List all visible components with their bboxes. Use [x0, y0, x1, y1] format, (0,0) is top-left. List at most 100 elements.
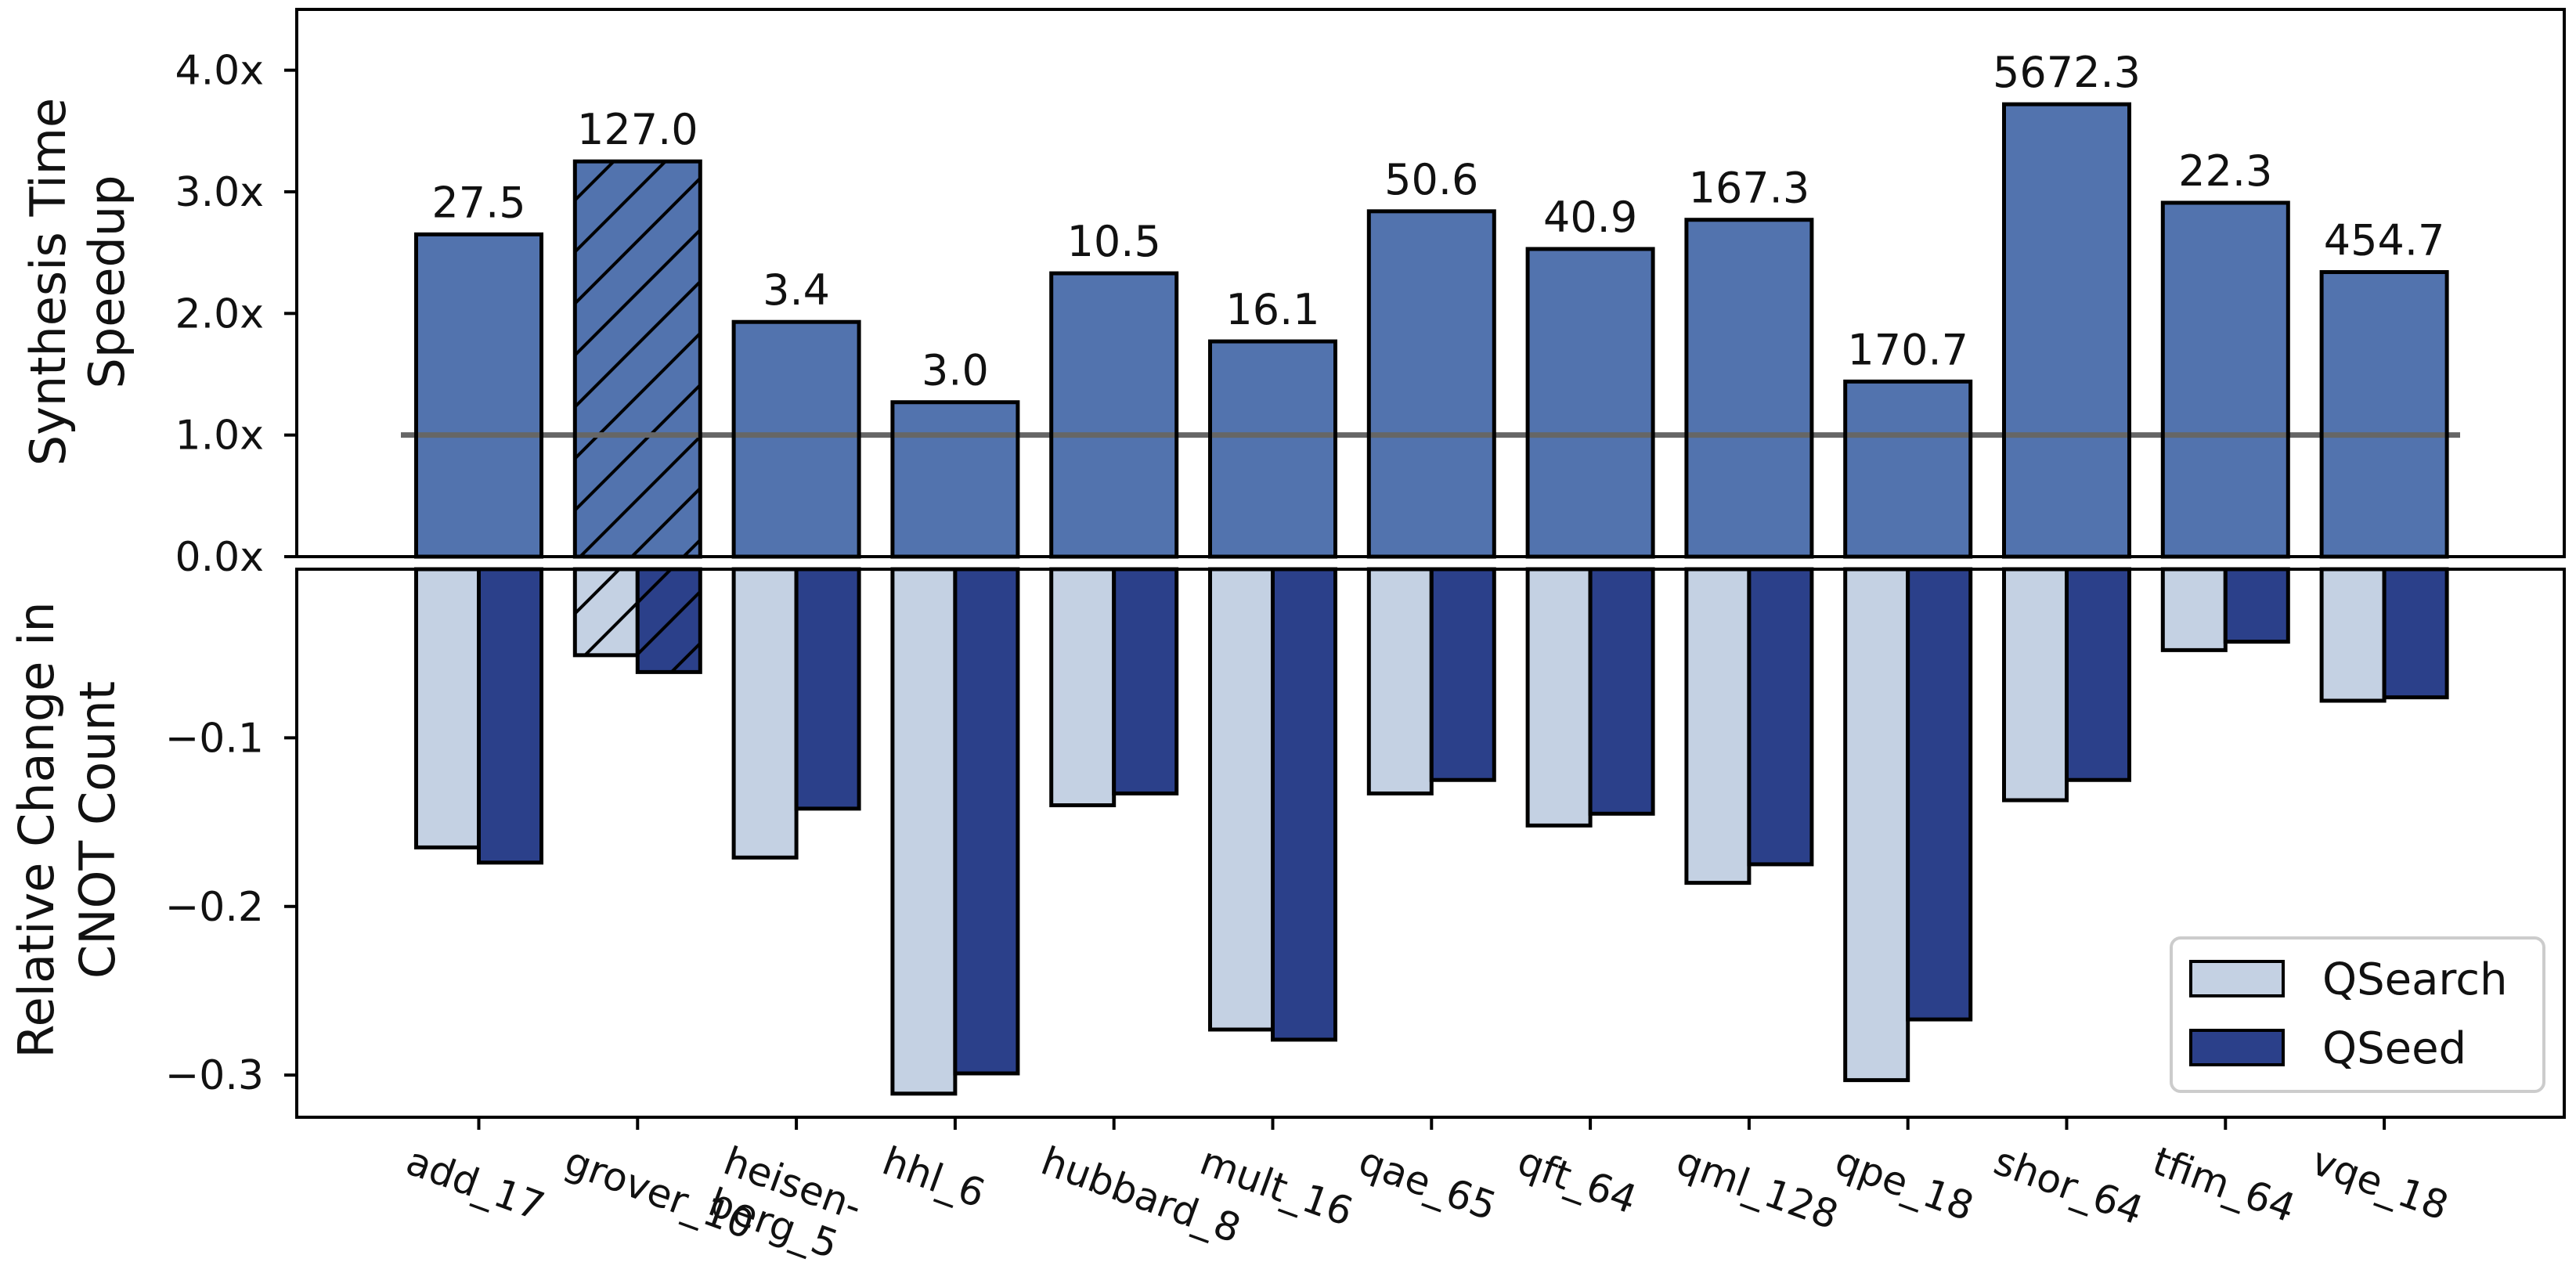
cnot-bar-outline [2382, 567, 2449, 700]
cnot-bar-outline [1429, 567, 1496, 782]
cnot-bar-hatch [575, 569, 638, 655]
speedup-bar-outline [2319, 270, 2449, 559]
cnot-bar-qsearch-hubbard_8 [1051, 569, 1114, 806]
top-ytick-label: 0.0x [175, 534, 264, 581]
speedup-bar-outline [890, 400, 1020, 559]
x-category-label: qml_128 [1671, 1138, 1845, 1239]
speedup-bar-add_17 [416, 234, 542, 557]
cnot-bar-qseed-mult_16 [1272, 569, 1336, 1040]
speedup-bar-hubbard_8 [1051, 273, 1177, 557]
speedup-data-label: 454.7 [2324, 216, 2445, 265]
legend: QSearch QSeed [2170, 936, 2545, 1093]
top-panel: 0.0x 1.0x 2.0x 3.0x 4.0x 27.5 127.0 3.4 3.0 10.5… [20, 8, 2566, 581]
cnot-bar-qsearch-vqe_18 [2322, 569, 2385, 701]
speedup-bar-outline [1684, 218, 1814, 559]
speedup-data-label: 167.3 [1689, 164, 1810, 213]
bottom-ytick-label: −0.1 [165, 715, 264, 762]
x-category-label: qft_64 [1512, 1138, 1643, 1223]
cnot-bar-outline [635, 567, 702, 674]
bottom-ylabel-line2: CNOT Count [69, 681, 126, 979]
cnot-bar-qseed-qml_128 [1748, 569, 1812, 864]
speedup-bar-qpe_18 [1845, 381, 1971, 557]
cnot-bar-qsearch-qae_65 [1369, 569, 1432, 794]
x-category-label-line: vqe_18 [2306, 1138, 2455, 1229]
cnot-bar-qsearch-heisen-berg_5 [734, 569, 797, 858]
cnot-bar-outline [794, 567, 861, 811]
speedup-bar-hhl_6 [892, 402, 1018, 557]
legend-label-qseed: QSeed [2322, 1023, 2466, 1074]
speedup-data-label: 3.4 [763, 265, 830, 315]
cnot-bar-qseed-vqe_18 [2384, 569, 2448, 698]
speedup-bar-heisen-berg_5 [734, 322, 860, 557]
speedup-bar-hatch [575, 161, 701, 557]
speedup-bar-shor_64 [2004, 104, 2130, 557]
speedup-bar-outline [1366, 209, 1496, 559]
x-category-label: hhl_6 [877, 1138, 991, 1217]
speedup-bar-outline [2002, 102, 2131, 559]
speedup-bar-qft_64 [1528, 249, 1654, 557]
cnot-bar-qsearch-qft_64 [1528, 569, 1591, 826]
speedup-data-label: 5672.3 [1993, 48, 2141, 97]
cnot-bar-outline [1112, 567, 1179, 795]
cnot-bar-qseed-hubbard_8 [1113, 569, 1177, 794]
bottom-panel: −0.1−0.2−0.3 add_17 grover_10heisen-berg_… [8, 567, 2566, 1268]
cnot-bar-qseed-qft_64 [1590, 569, 1654, 814]
x-category-label-line: qae_65 [1353, 1138, 1503, 1230]
x-category-label-line: shor_64 [1988, 1138, 2148, 1234]
speedup-bar-outline [1208, 339, 1337, 559]
cnot-bar-qseed-heisen-berg_5 [796, 569, 860, 809]
legend-swatch-qseed [2189, 1029, 2285, 1066]
bottom-ytick-label: −0.3 [165, 1052, 264, 1099]
speedup-data-label: 27.5 [431, 178, 525, 227]
cnot-bar-qseed-qae_65 [1431, 569, 1495, 781]
speedup-bar-outline [1843, 379, 1973, 559]
speedup-bar-qml_128 [1686, 219, 1812, 557]
cnot-bar-outline [2223, 567, 2290, 644]
cnot-bar-hatch [637, 569, 701, 673]
cnot-bar-qsearch-shor_64 [2004, 569, 2067, 801]
cnot-bar-outline [1906, 567, 1973, 1022]
top-ytick-label: 3.0x [175, 169, 264, 216]
x-category-label-line: add_17 [400, 1138, 550, 1230]
cnot-bar-outline [953, 567, 1020, 1076]
cnot-bar-qseed-qpe_18 [1907, 569, 1971, 1020]
speedup-data-label: 50.6 [1384, 155, 1478, 204]
cnot-bar-qseed-hhl_6 [954, 569, 1018, 1073]
x-category-label-line: qft_64 [1512, 1138, 1643, 1223]
cnot-bar-qsearch-mult_16 [1210, 569, 1273, 1030]
top-ytick-label: 2.0x [175, 290, 264, 337]
cnot-bar-outline [477, 567, 543, 865]
cnot-bar-qsearch-hhl_6 [892, 569, 955, 1094]
x-category-label: tfim_64 [2147, 1138, 2301, 1232]
top-ylabel-line1: Synthesis Time [20, 98, 77, 466]
speedup-data-label: 3.0 [922, 346, 989, 395]
speedup-data-label: 170.7 [1847, 325, 1968, 374]
speedup-data-label: 22.3 [2178, 146, 2272, 196]
cnot-bar-qseed-tfim_64 [2225, 569, 2289, 642]
cnot-bar-outline [1271, 567, 1337, 1042]
speedup-bar-qae_65 [1369, 211, 1495, 557]
x-category-label-line: qpe_18 [1829, 1138, 1979, 1230]
top-ytick-label: 4.0x [175, 48, 264, 95]
x-category-label: heisen-berg_5 [703, 1138, 868, 1268]
cnot-bar-qsearch-add_17 [416, 569, 479, 848]
cnot-bar-qseed-add_17 [478, 569, 542, 863]
legend-swatch-qsearch [2189, 960, 2285, 997]
bottom-ylabel-line1: Relative Change in [8, 601, 65, 1058]
x-category-label: qpe_18 [1829, 1138, 1979, 1230]
speedup-bar-outline [731, 319, 861, 559]
x-category-label-line: qml_128 [1671, 1138, 1845, 1239]
top-ylabel-line2: Speedup [78, 175, 135, 388]
cnot-bar-qsearch-qpe_18 [1845, 569, 1908, 1080]
cnot-bar-outline [2065, 567, 2131, 782]
x-category-label: vqe_18 [2306, 1138, 2455, 1229]
cnot-bar-outline [1747, 567, 1814, 867]
speedup-bar-outline [414, 232, 543, 559]
speedup-bar-vqe_18 [2322, 272, 2448, 557]
speedup-bar-tfim_64 [2163, 202, 2289, 557]
cnot-bar-qsearch-tfim_64 [2163, 569, 2226, 651]
x-category-label: add_17 [400, 1138, 550, 1230]
cnot-bar-outline [1588, 567, 1655, 816]
top-ytick-label: 1.0x [175, 413, 264, 460]
